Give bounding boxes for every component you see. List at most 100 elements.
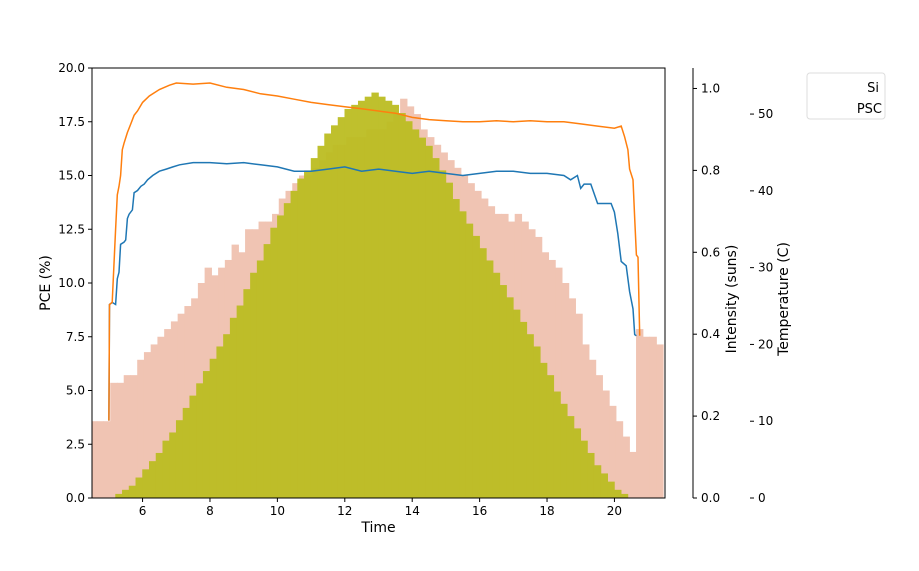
- intensity-bar-57: [499, 285, 507, 498]
- intensity-bar-41: [391, 104, 400, 498]
- temperature-bar-71: [568, 298, 576, 498]
- intensity-bar-34: [344, 108, 352, 498]
- pce-tick-label: 10.0: [58, 276, 85, 290]
- intensity-bar-22: [263, 244, 271, 498]
- line-si: [108, 161, 637, 421]
- pce-tick-label: 0.0: [66, 491, 85, 505]
- intensity-bar-10: [182, 407, 191, 498]
- x-tick-label: 6: [139, 504, 147, 518]
- temperature-bar-76: [602, 390, 610, 498]
- temperature-bar-8: [143, 352, 152, 498]
- intensity-axis: 0.0 0.2 0.4 0.6 0.8 1.0: [692, 68, 720, 505]
- intensity-bar-35: [351, 104, 359, 498]
- temperature-bar-2: [103, 421, 111, 498]
- intensity-axis-label: Intensity (suns): [724, 245, 740, 354]
- temperature-bar-78: [615, 421, 624, 498]
- pce-tick-label: 20.0: [58, 61, 85, 75]
- intensity-bar-33: [337, 117, 346, 498]
- intensity-bar-47: [432, 158, 440, 498]
- intensity-bar-63: [539, 362, 548, 498]
- intensity-bar-24: [277, 215, 285, 498]
- x-tick-label: 12: [337, 504, 352, 518]
- intensity-bar-16: [223, 334, 231, 498]
- intensity-bar-2: [128, 485, 137, 498]
- intensity-bar-64: [546, 375, 555, 498]
- intensity-tick-label: 0.4: [701, 327, 720, 341]
- intensity-bar-46: [425, 145, 433, 498]
- intensity-bar-53: [472, 235, 480, 498]
- intensity-bar-45: [418, 137, 426, 498]
- temperature-bar-84: [656, 344, 664, 498]
- x-tick-label: 14: [405, 504, 420, 518]
- intensity-bar-59: [513, 309, 521, 498]
- temperature-bar-9: [150, 344, 159, 498]
- intensity-bar-11: [189, 395, 197, 498]
- intensity-bar-42: [398, 113, 406, 498]
- intensity-tick-label: 0.0: [701, 491, 720, 505]
- temperature-axis: 0 10 20 30 40 50: [750, 107, 773, 505]
- legend-entry-si: Si: [867, 81, 879, 96]
- x-tick-label: 8: [206, 504, 214, 518]
- intensity-bar-39: [378, 96, 386, 498]
- temperature-tick-label: 30: [758, 261, 773, 275]
- temperature-tick-label: 40: [758, 184, 773, 198]
- intensity-bar-67: [566, 416, 575, 498]
- temperature-bar-13: [177, 313, 185, 498]
- intensity-bar-54: [479, 248, 487, 498]
- line-psc: [108, 82, 641, 421]
- intensity-bar-66: [560, 403, 568, 498]
- intensity-bar-71: [593, 465, 602, 498]
- pce-tick-label: 2.5: [66, 437, 85, 451]
- temperature-bar-5: [123, 375, 132, 498]
- intensity-bar-72: [600, 473, 608, 498]
- intensity-bar-3: [135, 477, 143, 498]
- temperature-bar-80: [629, 451, 637, 498]
- temperature-tick-label: 50: [758, 107, 773, 121]
- intensity-bar-5: [149, 461, 157, 498]
- intensity-bar-56: [492, 272, 501, 498]
- intensity-bar-4: [142, 469, 150, 498]
- temperature-bar-83: [649, 336, 657, 498]
- pce-axis: 0.0 2.5 5.0 7.5 10.0 12.5 15.0 17.5 20.0: [58, 61, 92, 505]
- intensity-bar-60: [519, 321, 528, 498]
- intensity-bar-49: [445, 182, 453, 498]
- legend: Si PSC: [806, 72, 886, 120]
- intensity-bar-18: [236, 305, 244, 498]
- x-tick-label: 18: [539, 504, 554, 518]
- intensity-bar-17: [229, 317, 238, 498]
- temperature-bar-12: [170, 321, 179, 498]
- intensity-bar-31: [324, 133, 332, 498]
- temperature-bar-70: [561, 283, 570, 498]
- temperature-axis-label: Temperature (C): [776, 242, 792, 357]
- intensity-bar-23: [270, 227, 278, 498]
- temperature-bar-73: [582, 344, 590, 498]
- pce-tick-label: 5.0: [66, 384, 85, 398]
- intensity-bar-52: [465, 223, 474, 498]
- temperature-bar-10: [157, 336, 165, 498]
- intensity-bar-26: [290, 190, 298, 498]
- temperature-bar-79: [622, 436, 630, 498]
- intensity-bar-38: [371, 92, 379, 498]
- temperature-bar-77: [609, 405, 617, 498]
- intensity-tick-label: 0.8: [701, 163, 720, 177]
- intensity-bar-20: [250, 272, 258, 498]
- x-tick-label: 16: [472, 504, 487, 518]
- intensity-tick-label: 0.6: [701, 245, 720, 259]
- intensity-bar-21: [256, 260, 265, 498]
- intensity-bar-30: [317, 145, 325, 498]
- intensity-bar-74: [614, 489, 622, 498]
- intensity-bar-61: [526, 334, 534, 498]
- intensity-bar-7: [162, 440, 170, 498]
- temperature-bar-81: [636, 329, 644, 498]
- intensity-bar-75: [620, 493, 629, 498]
- intensity-bar-1: [122, 489, 130, 498]
- temperature-bar-3: [110, 382, 118, 498]
- intensity-bar-12: [196, 383, 204, 498]
- intensity-tick-label: 1.0: [701, 81, 720, 95]
- x-tick-label: 20: [607, 504, 622, 518]
- intensity-tick-label: 0.2: [701, 409, 720, 423]
- intensity-bar-68: [573, 428, 582, 498]
- intensity-bar-44: [411, 129, 420, 498]
- x-tick-label: 10: [270, 504, 285, 518]
